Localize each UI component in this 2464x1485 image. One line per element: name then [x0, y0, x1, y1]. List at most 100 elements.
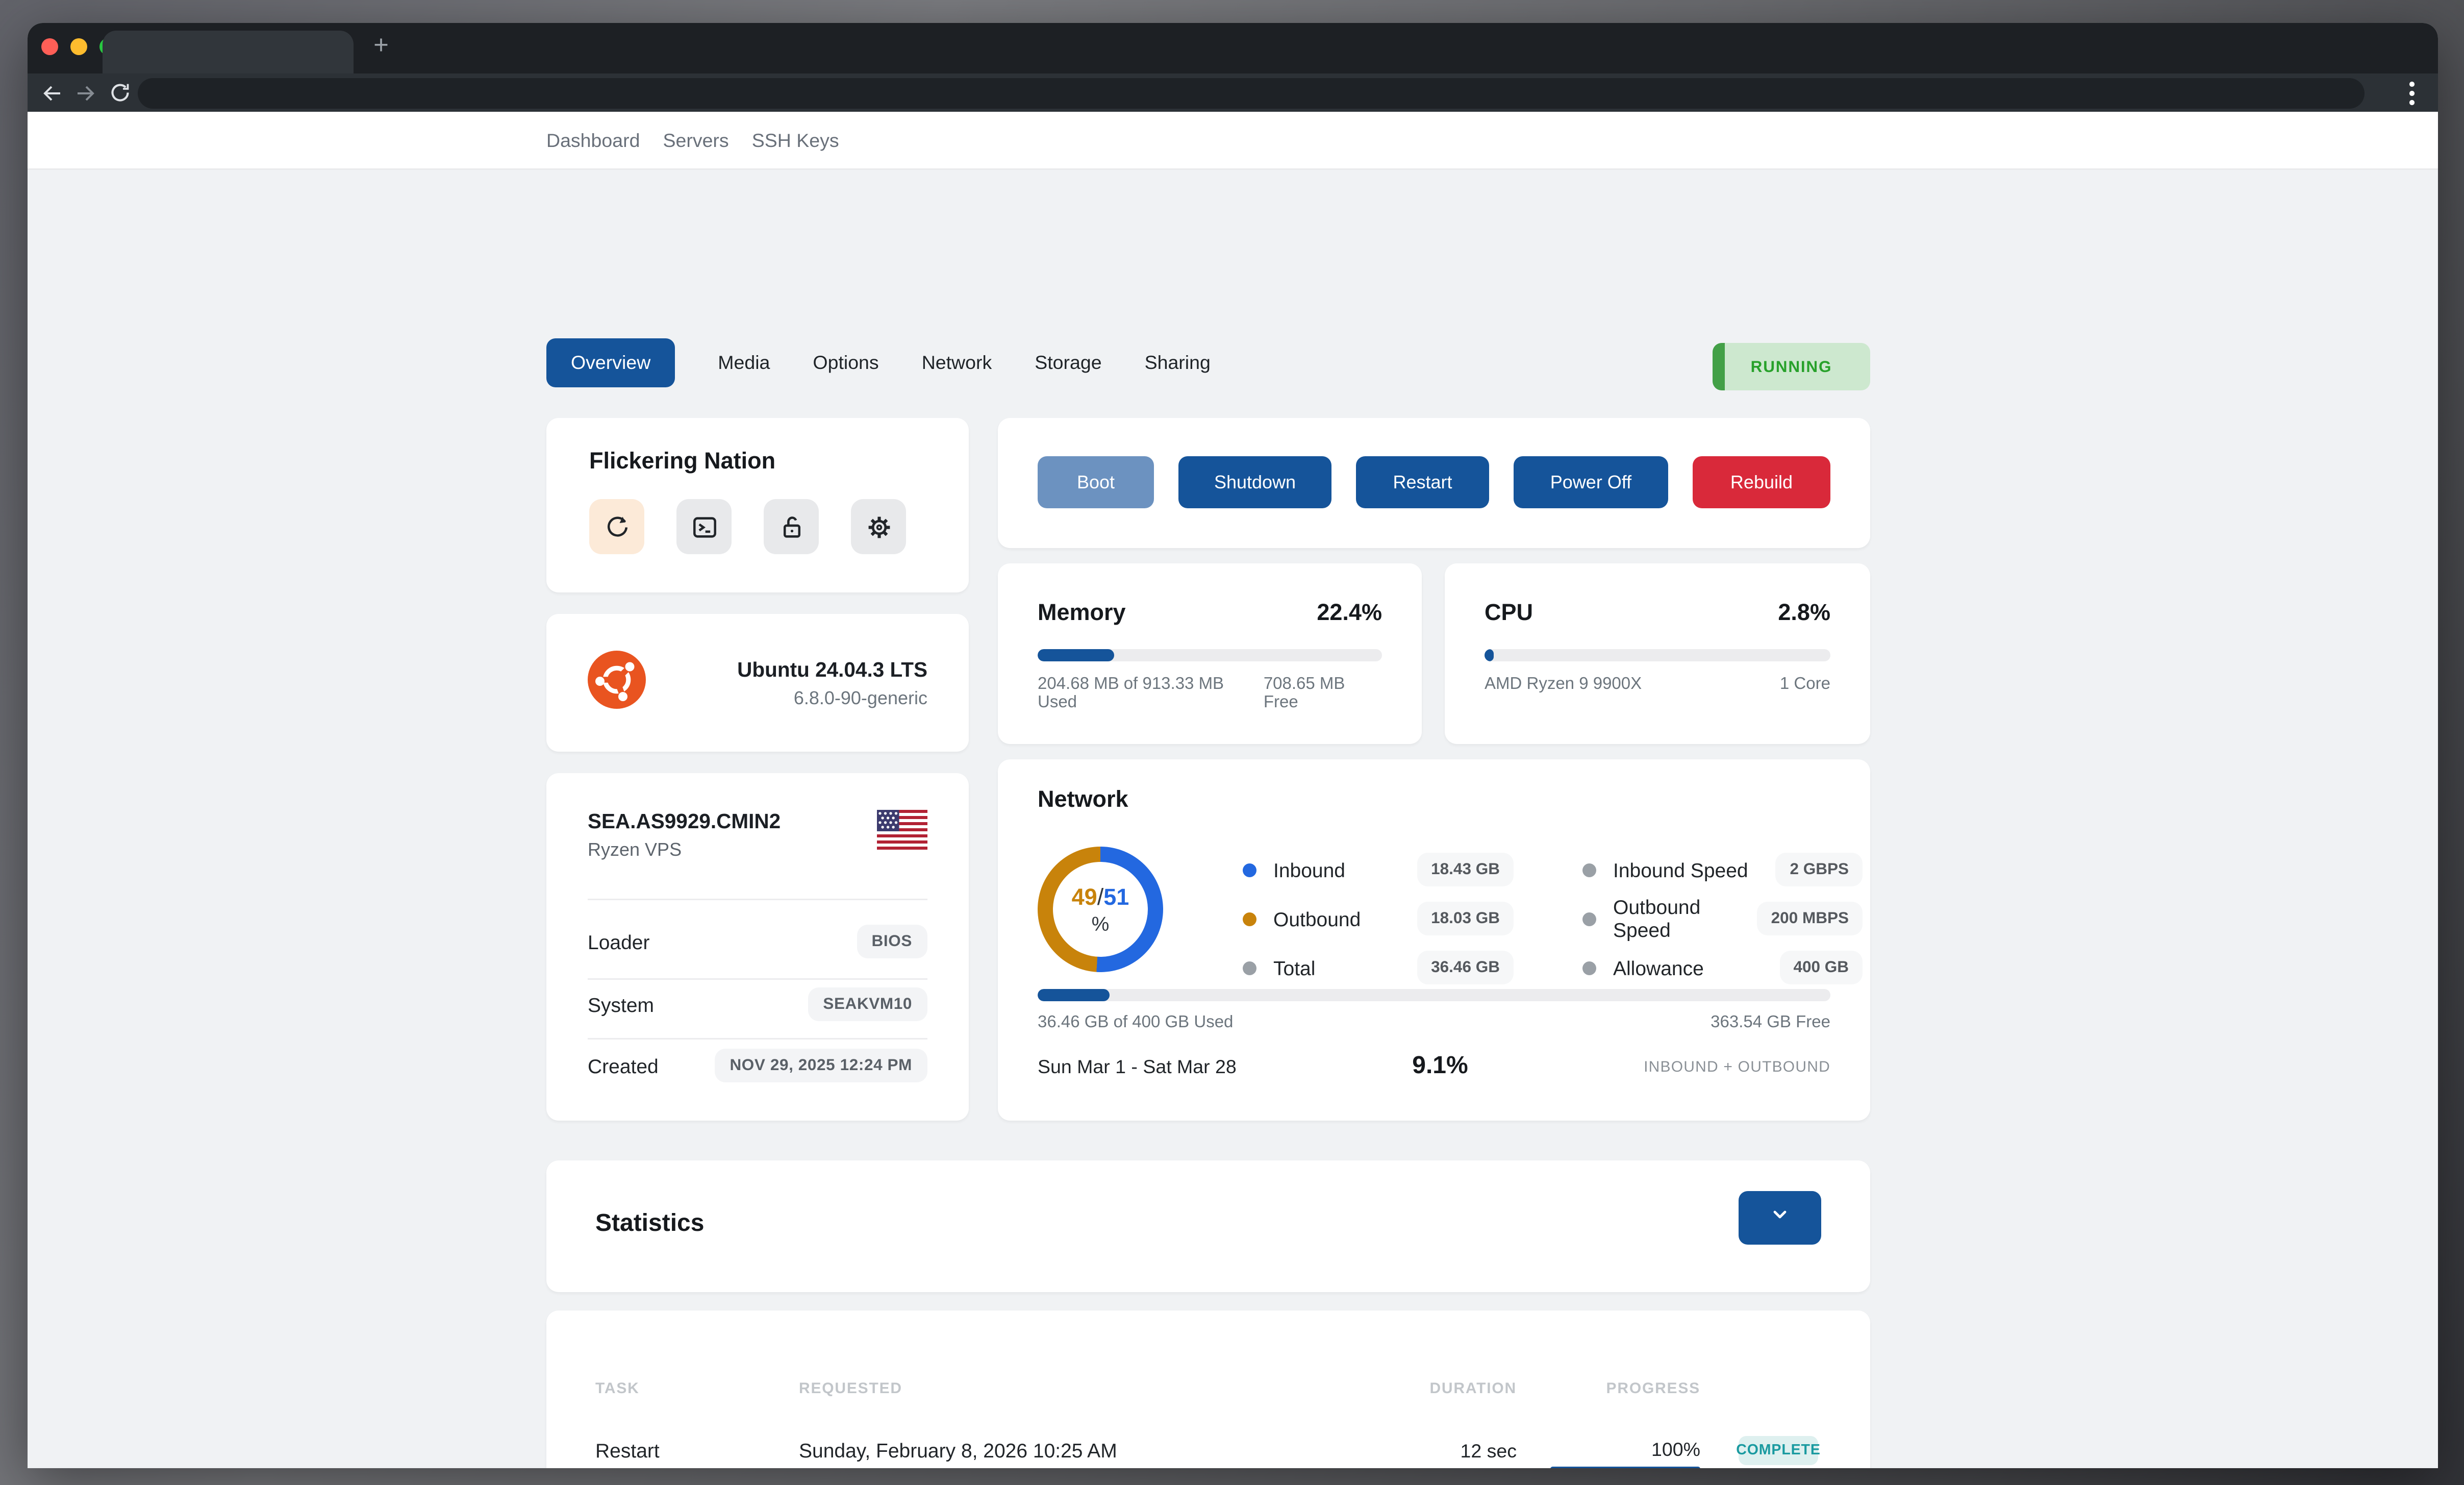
cpu-card: CPU 2.8% AMD Ryzen 9 9900X 1 Core	[1445, 563, 1870, 744]
legend-label: Inbound	[1273, 858, 1345, 881]
inbound-dot-icon	[1243, 862, 1256, 877]
outbound-dot-icon	[1243, 911, 1256, 926]
browser-tab[interactable]	[103, 31, 354, 73]
legend-value: 200 MBPS	[1757, 902, 1863, 935]
host-row-loader: Loader BIOS	[588, 920, 927, 963]
legend-label: Outbound	[1273, 907, 1361, 930]
col-header-duration: DURATION	[1429, 1381, 1517, 1398]
legend-value: 400 GB	[1779, 951, 1863, 984]
gray-dot-icon	[1582, 960, 1596, 975]
nav-link-servers[interactable]: Servers	[663, 130, 729, 152]
network-period: Sun Mar 1 - Sat Mar 28	[1038, 1056, 1237, 1078]
rebuild-button[interactable]: Rebuild	[1693, 456, 1830, 508]
network-legend-limits: Inbound Speed 2 GBPS Outbound Speed 200 MB…	[1582, 851, 1863, 998]
network-donut-center: 49/51 %	[1053, 862, 1148, 957]
restart-button[interactable]: Restart	[1356, 456, 1489, 508]
memory-free: 708.65 MB Free	[1263, 675, 1345, 712]
gear-icon[interactable]	[851, 499, 906, 554]
gray-dot-icon	[1582, 862, 1596, 877]
os-card: Ubuntu 24.04.3 LTS 6.8.0-90-generic	[546, 614, 969, 752]
tab-media[interactable]: Media	[718, 352, 770, 374]
tab-overview[interactable]: Overview	[546, 338, 675, 387]
gray-dot-icon	[1582, 911, 1596, 926]
page-body: Overview Media Options Network Storage S…	[28, 170, 2438, 1468]
terminal-icon[interactable]	[676, 499, 732, 554]
tab-storage[interactable]: Storage	[1035, 352, 1102, 374]
statistics-card: Statistics	[546, 1160, 1870, 1292]
cpu-progress-fill	[1485, 649, 1494, 661]
duration-cell: 12 sec	[1460, 1441, 1517, 1462]
network-free: 363.54 GB Free	[1711, 1013, 1830, 1032]
progress-bar	[1550, 1467, 1700, 1468]
memory-used: 204.68 MB of 913.33 MB Used	[1038, 675, 1224, 712]
memory-card: Memory 22.4% 204.68 MB of 913.33 MB Used…	[998, 563, 1422, 744]
boot-button[interactable]: Boot	[1038, 456, 1154, 508]
cpu-progress-track	[1485, 649, 1830, 661]
network-used: 36.46 GB of 400 GB Used	[1038, 1013, 1234, 1032]
power-off-button[interactable]: Power Off	[1514, 456, 1668, 508]
tab-sharing[interactable]: Sharing	[1144, 352, 1211, 374]
memory-progress-fill	[1038, 649, 1115, 661]
legend-label: Allowance	[1613, 956, 1704, 979]
donut-slash: /	[1097, 884, 1104, 910]
forward-icon[interactable]	[69, 76, 103, 110]
shutdown-button[interactable]: Shutdown	[1178, 456, 1331, 508]
network-legend-traffic: Inbound 18.43 GB Outbound 18.03 GB Total 36…	[1243, 851, 1514, 998]
host-row-label: Created	[588, 1054, 659, 1077]
power-actions-card: Boot Shutdown Restart Power Off Rebuild	[998, 418, 1870, 548]
status-badge: RUNNING	[1713, 343, 1870, 390]
total-dot-icon	[1243, 960, 1256, 975]
progress-label: 100%	[1651, 1439, 1700, 1461]
section-tabs: Overview Media Options Network Storage S…	[546, 338, 1211, 387]
memory-percent: 22.4%	[1317, 600, 1382, 626]
requested-cell: Sunday, February 8, 2026 10:25 AM	[799, 1439, 1117, 1462]
network-title: Network	[1038, 787, 1128, 813]
legend-value: 2 GBPS	[1776, 853, 1863, 886]
host-row-value: NOV 29, 2025 12:24 PM	[714, 1049, 927, 1082]
cpu-title: CPU	[1485, 600, 1533, 626]
task-cell: Restart	[595, 1439, 660, 1462]
server-card: Flickering Nation	[546, 418, 969, 592]
statistics-title: Statistics	[595, 1211, 705, 1237]
host-id: SEA.AS9929.CMIN2	[588, 810, 781, 833]
network-usage-fill	[1038, 989, 1110, 1001]
new-tab-button[interactable]: +	[373, 31, 389, 60]
host-row-value: SEAKVM10	[808, 987, 927, 1021]
chevron-down-icon	[1768, 1202, 1792, 1234]
network-usage-percent: 9.1%	[1412, 1053, 1468, 1079]
network-usage-track	[1038, 989, 1830, 1001]
reload-icon[interactable]	[103, 76, 136, 110]
browser-tab-bar: +	[28, 23, 2438, 73]
legend-label: Total	[1273, 956, 1316, 979]
host-row-system: System SEAKVM10	[588, 983, 927, 1026]
statistics-expand-button[interactable]	[1739, 1191, 1821, 1245]
network-caption: INBOUND + OUTBOUND	[1644, 1058, 1830, 1076]
minimize-window-button[interactable]	[70, 37, 87, 55]
col-header-task: TASK	[595, 1381, 640, 1398]
restart-icon[interactable]	[589, 499, 644, 554]
legend-label: Outbound Speed	[1613, 896, 1701, 942]
legend-value: 36.46 GB	[1417, 951, 1514, 984]
legend-value: 18.03 GB	[1417, 902, 1514, 935]
nav-link-dashboard[interactable]: Dashboard	[546, 130, 640, 152]
close-window-button[interactable]	[41, 37, 58, 55]
donut-unit: %	[1091, 911, 1110, 935]
back-icon[interactable]	[35, 76, 69, 110]
tab-options[interactable]: Options	[813, 352, 879, 374]
address-bar[interactable]	[138, 77, 2365, 108]
browser-menu-icon[interactable]	[2398, 78, 2426, 109]
tab-network[interactable]: Network	[921, 352, 992, 374]
us-flag-icon	[877, 810, 927, 857]
legend-value: 18.43 GB	[1417, 853, 1514, 886]
col-header-requested: REQUESTED	[799, 1381, 902, 1398]
status-badge-stripe	[1713, 343, 1725, 390]
nav-link-ssh-keys[interactable]: SSH Keys	[751, 130, 839, 152]
donut-inbound-pct: 51	[1103, 884, 1129, 910]
status-badge-label: RUNNING	[1750, 357, 1832, 376]
donut-outbound-pct: 49	[1071, 884, 1097, 910]
unlock-icon[interactable]	[764, 499, 819, 554]
cpu-cores: 1 Core	[1779, 675, 1830, 694]
ubuntu-logo-icon	[588, 650, 646, 716]
progress-cell: 100%	[1550, 1439, 1700, 1468]
